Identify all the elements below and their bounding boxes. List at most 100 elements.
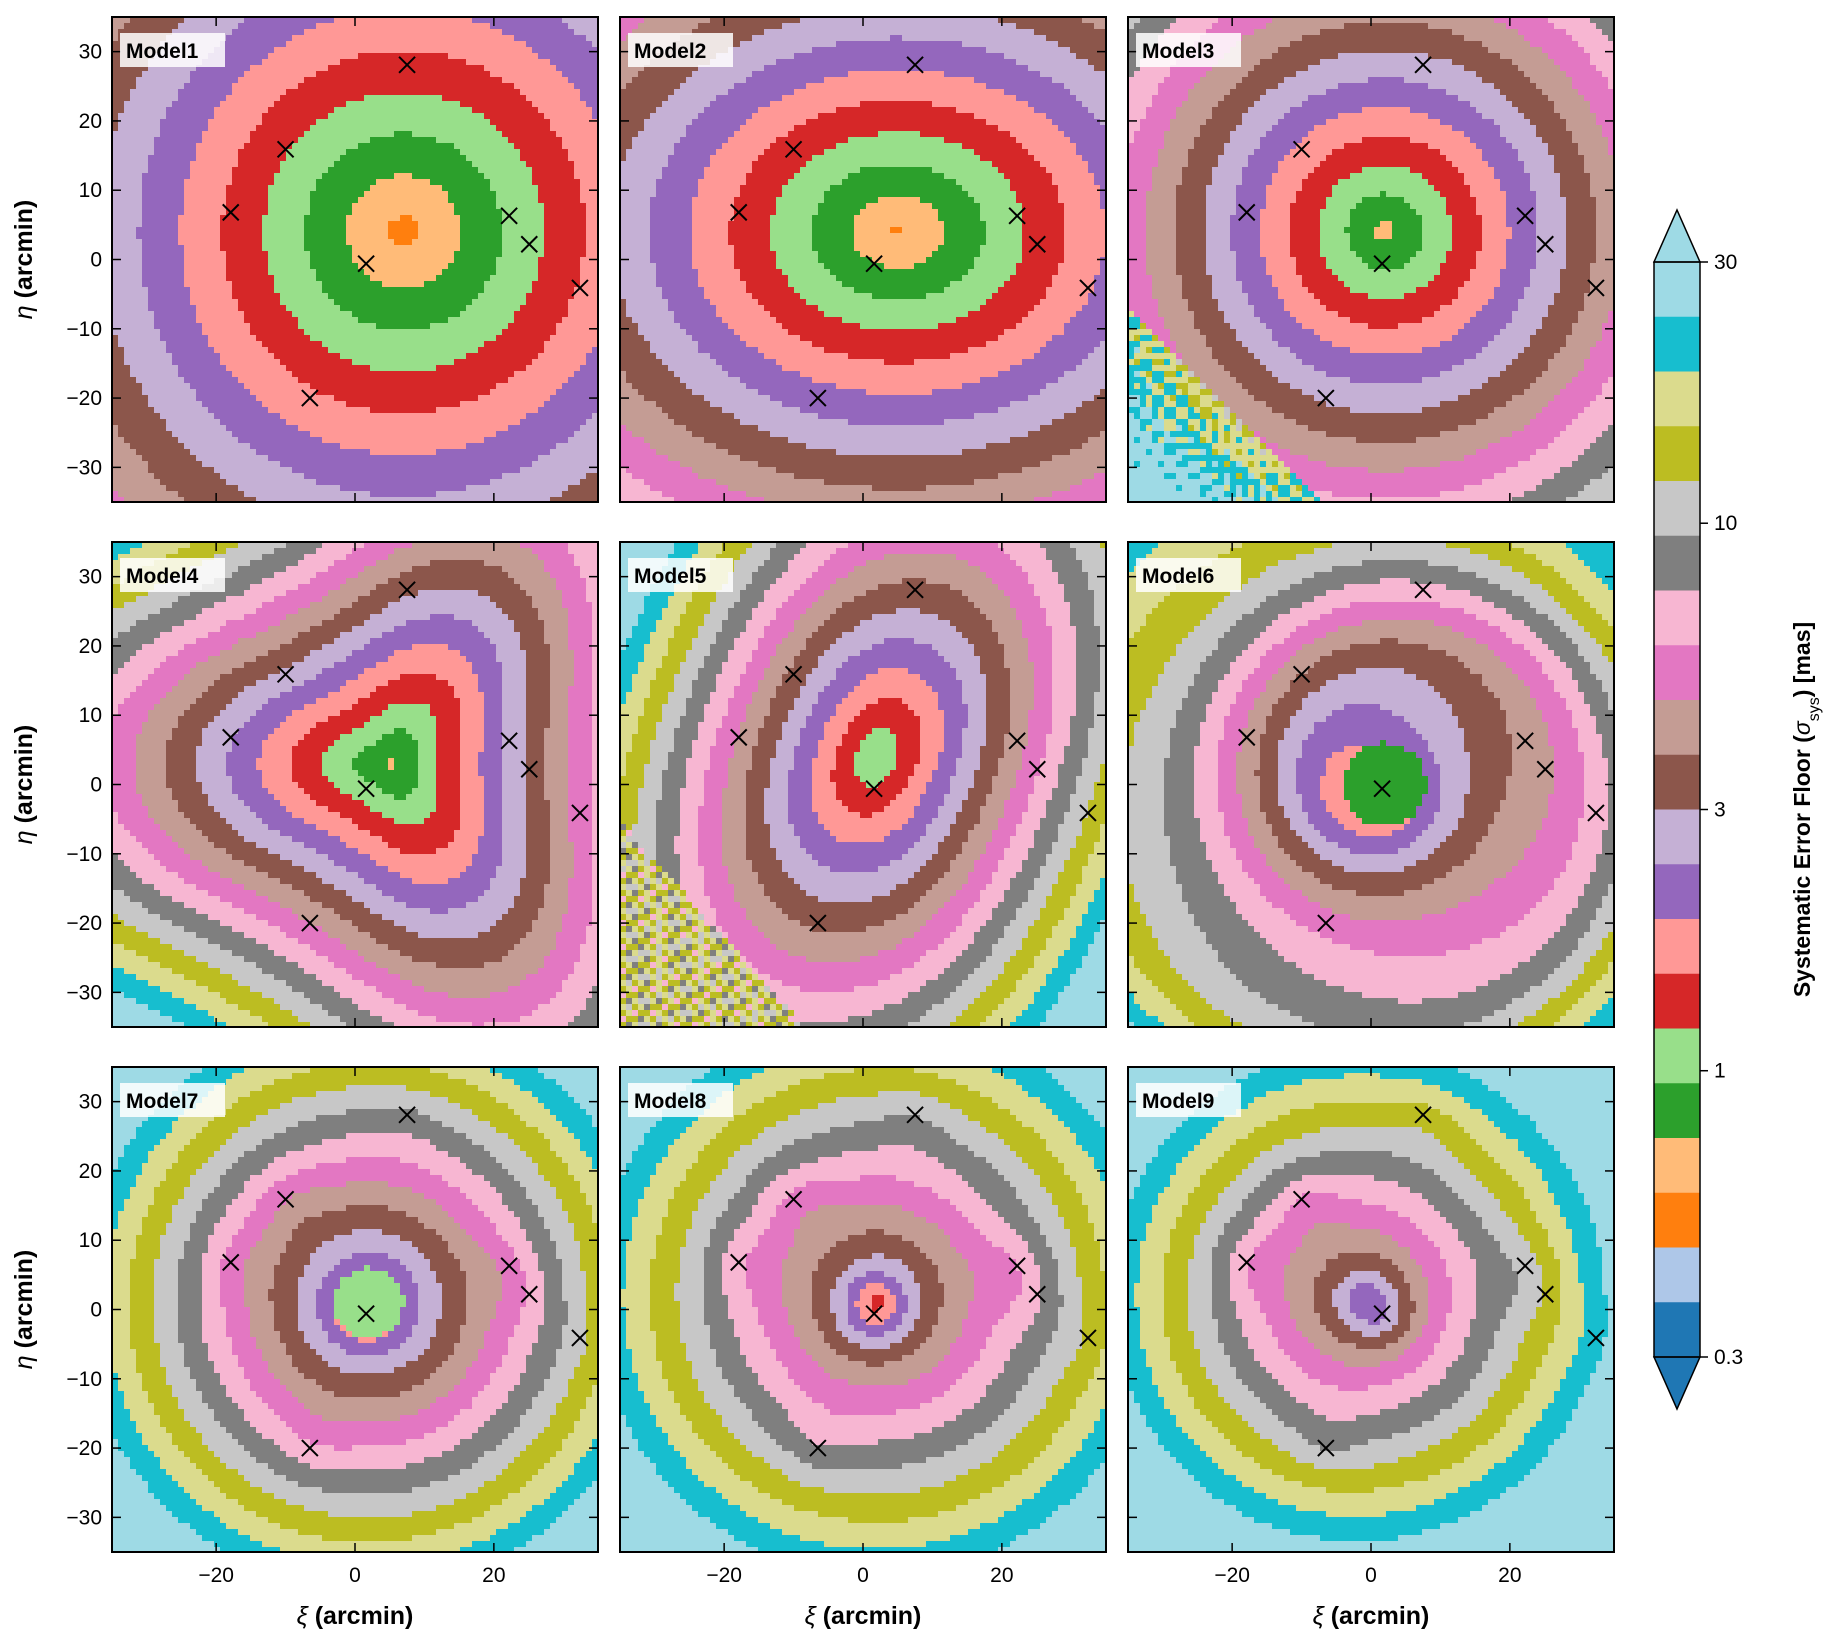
contour-cell	[214, 161, 221, 168]
contour-cell	[556, 179, 563, 186]
contour-cell	[274, 113, 281, 120]
contour-cell	[520, 209, 527, 216]
contour-cell	[250, 71, 257, 78]
contour-cell	[136, 293, 143, 300]
contour-cell	[112, 353, 119, 360]
contour-cell	[424, 95, 431, 102]
contour-cell	[466, 137, 473, 144]
contour-cell	[376, 191, 383, 198]
contour-cell	[322, 209, 329, 216]
contour-cell	[424, 143, 431, 150]
contour-cell	[262, 215, 269, 222]
contour-cell	[436, 245, 443, 252]
contour-cell	[382, 71, 389, 78]
contour-cell	[484, 143, 491, 150]
contour-cell	[340, 305, 347, 312]
contour-cell	[568, 71, 575, 78]
contour-cell	[436, 269, 443, 276]
contour-cell	[424, 227, 431, 234]
contour-cell	[436, 335, 443, 342]
contour-cell	[160, 23, 167, 30]
contour-cell	[592, 305, 598, 312]
contour-cell	[286, 299, 293, 306]
contour-cell	[280, 155, 287, 162]
contour-cell	[244, 101, 251, 108]
contour-cell	[112, 119, 119, 126]
contour-cell	[472, 35, 479, 42]
contour-cell	[418, 371, 425, 378]
contour-cell	[502, 227, 509, 234]
contour-cell	[550, 113, 557, 120]
contour-cell	[160, 209, 167, 216]
contour-cell	[256, 245, 263, 252]
contour-cell	[370, 197, 377, 204]
contour-cell	[364, 71, 371, 78]
contour-cell	[190, 101, 197, 108]
contour-cell	[532, 41, 539, 48]
contour-cell	[196, 377, 203, 384]
contour-cell	[574, 119, 581, 126]
contour-cell	[202, 191, 209, 198]
contour-cell	[340, 125, 347, 132]
contour-cell	[232, 53, 239, 60]
contour-cell	[280, 293, 287, 300]
contour-cell	[190, 119, 197, 126]
contour-cell	[586, 137, 593, 144]
contour-cell	[574, 209, 581, 216]
contour-cell	[160, 263, 167, 270]
contour-cell	[400, 29, 407, 36]
contour-cell	[136, 263, 143, 270]
contour-cell	[352, 353, 359, 360]
contour-cell	[496, 239, 503, 246]
contour-cell	[226, 173, 233, 180]
contour-cell	[208, 215, 215, 222]
contour-cell	[178, 191, 185, 198]
contour-cell	[142, 275, 149, 282]
contour-cell	[316, 197, 323, 204]
contour-cell	[586, 77, 593, 84]
contour-cell	[286, 119, 293, 126]
contour-cell	[466, 17, 473, 24]
contour-cell	[220, 71, 227, 78]
contour-cell	[310, 383, 317, 390]
contour-cell	[424, 77, 431, 84]
contour-cell	[244, 335, 251, 342]
contour-cell	[154, 191, 161, 198]
contour-cell	[334, 89, 341, 96]
contour-cell	[508, 353, 515, 360]
contour-cell	[406, 299, 413, 306]
contour-cell	[118, 239, 125, 246]
contour-cell	[484, 197, 491, 204]
contour-cell	[502, 365, 509, 372]
contour-cell	[424, 209, 431, 216]
contour-cell	[436, 173, 443, 180]
contour-cell	[364, 179, 371, 186]
contour-cell	[340, 149, 347, 156]
contour-cell	[424, 185, 431, 192]
contour-cell	[418, 341, 425, 348]
contour-cell	[466, 161, 473, 168]
contour-cell	[304, 119, 311, 126]
contour-cell	[412, 95, 419, 102]
contour-cell	[328, 47, 335, 54]
contour-cell	[160, 221, 167, 228]
contour-cell	[466, 143, 473, 150]
contour-cell	[112, 311, 119, 318]
contour-cell	[364, 263, 371, 270]
contour-cell	[130, 275, 137, 282]
contour-cell	[556, 215, 563, 222]
contour-cell	[232, 299, 239, 306]
contour-cell	[502, 179, 509, 186]
contour-cell	[196, 89, 203, 96]
contour-cell	[328, 335, 335, 342]
contour-cell	[526, 23, 533, 30]
contour-cell	[424, 203, 431, 210]
contour-cell	[568, 221, 575, 228]
contour-cell	[208, 251, 215, 258]
contour-cell	[496, 377, 503, 384]
contour-cell	[442, 29, 449, 36]
contour-cell	[136, 221, 143, 228]
contour-cell	[118, 227, 125, 234]
contour-cell	[550, 293, 557, 300]
contour-cell	[124, 137, 131, 144]
